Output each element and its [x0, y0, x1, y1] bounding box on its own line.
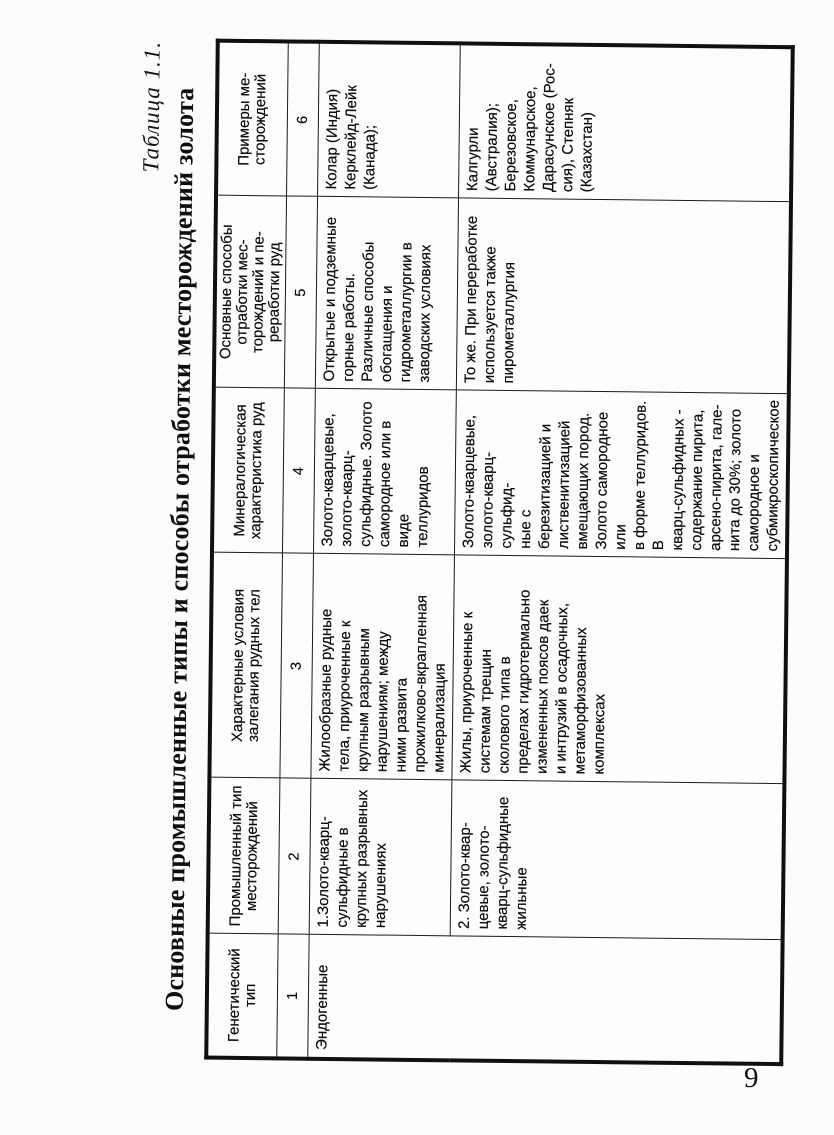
column-number-5: 5 — [284, 196, 318, 389]
cell-r2-mineralogy: Золото-кварцевые, золото-кварц-сульфид- … — [454, 390, 789, 560]
cell-r1-mineralogy: Золото-кварцевые, золото-кварц- сульфидн… — [313, 388, 457, 556]
cell-r1-occurrence: Жилообразные рудные тела, приуроченные к… — [310, 553, 455, 781]
column-number-1: 1 — [276, 934, 310, 1059]
header-industrial-type: Промышленный тип месторождений — [207, 777, 280, 935]
table-caption: Таблица 1.1. — [138, 40, 165, 173]
cell-genetic-type-endogenous: Эндогенные — [307, 934, 783, 1065]
column-number-3: 3 — [279, 553, 314, 779]
header-genetic-type: Генетический тип — [206, 933, 279, 1059]
cell-r1-mining: Открытые и подземные горные работы. Разл… — [315, 196, 459, 391]
header-occurrence-conditions: Характерные условия залегания рудных тел — [209, 552, 283, 779]
cell-r2-mining: То же. При переработке используется такж… — [456, 198, 791, 395]
rotated-scan-stage: Таблица 1.1. Основные промышленные типы … — [116, 38, 795, 1067]
table-row-endogenous-2: 2. Золото-квар- цевые, золото- кварц-сул… — [449, 43, 793, 1064]
cell-r2-occurrence: Жилы, приуроченные к системам трещин ско… — [451, 555, 787, 785]
cell-r2-industrial-type: 2. Золото-квар- цевые, золото- кварц-сул… — [450, 780, 785, 941]
cell-r1-industrial-type: 1.Золото-кварц- сульфидные в крупных раз… — [309, 778, 452, 937]
gold-deposits-table: Генетический тип Промышленный тип местор… — [204, 38, 795, 1067]
column-number-2: 2 — [278, 778, 311, 935]
column-number-4: 4 — [282, 388, 316, 554]
header-mining-methods: Основные способы отработки мес- торожден… — [213, 195, 287, 389]
page-number: 9 — [744, 1062, 759, 1094]
header-mineralogy: Минералогическая характеристика руд — [211, 387, 285, 554]
cell-r1-examples: Колар (Индия) Керклейд-Лейк (Канада); — [317, 41, 461, 199]
page-title: Основные промышленные типы и способы отр… — [159, 87, 200, 1012]
header-deposit-examples: Примеры ме- сторождений — [216, 40, 289, 197]
table-row-endogenous-1: Эндогенные 1.Золото-кварц- сульфидные в … — [307, 41, 783, 1065]
table-header-row: Генетический тип Промышленный тип местор… — [206, 40, 289, 1059]
cell-r2-examples: Калгурли (Австралия); Березовское, Комму… — [458, 43, 793, 203]
column-number-6: 6 — [286, 41, 320, 197]
